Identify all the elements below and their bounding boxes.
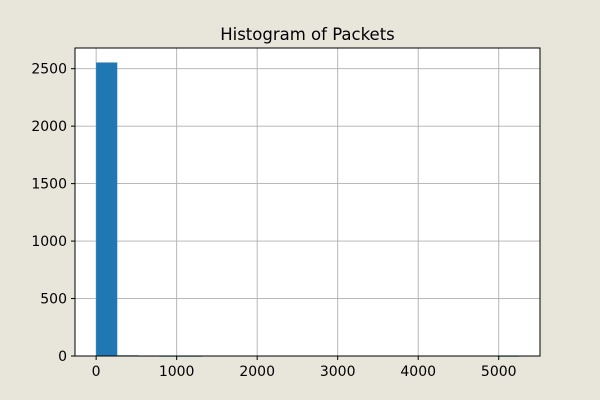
y-tick-label: 1000 bbox=[31, 234, 67, 250]
x-tick-label: 5000 bbox=[481, 364, 517, 380]
y-tick-label: 2000 bbox=[31, 119, 67, 135]
chart-title: Histogram of Packets bbox=[220, 25, 395, 44]
y-tick-label: 1500 bbox=[31, 177, 67, 193]
plot-frame bbox=[74, 47, 541, 357]
x-tick-label: 4000 bbox=[400, 364, 436, 380]
y-tick-label: 0 bbox=[58, 349, 67, 365]
axis-ticks: 0 1000 2000 3000 4000 5000 0 500 1000 1500 2000 250… bbox=[31, 62, 516, 380]
x-tick-label: 3000 bbox=[320, 364, 356, 380]
y-tick-label: 500 bbox=[40, 292, 67, 308]
histogram-bar bbox=[96, 62, 118, 357]
y-tick-label: 2500 bbox=[31, 62, 67, 78]
x-tick-label: 2000 bbox=[239, 364, 275, 380]
plot-area bbox=[75, 48, 540, 356]
x-tick-label: 1000 bbox=[159, 364, 195, 380]
x-tick-label: 0 bbox=[92, 364, 101, 380]
